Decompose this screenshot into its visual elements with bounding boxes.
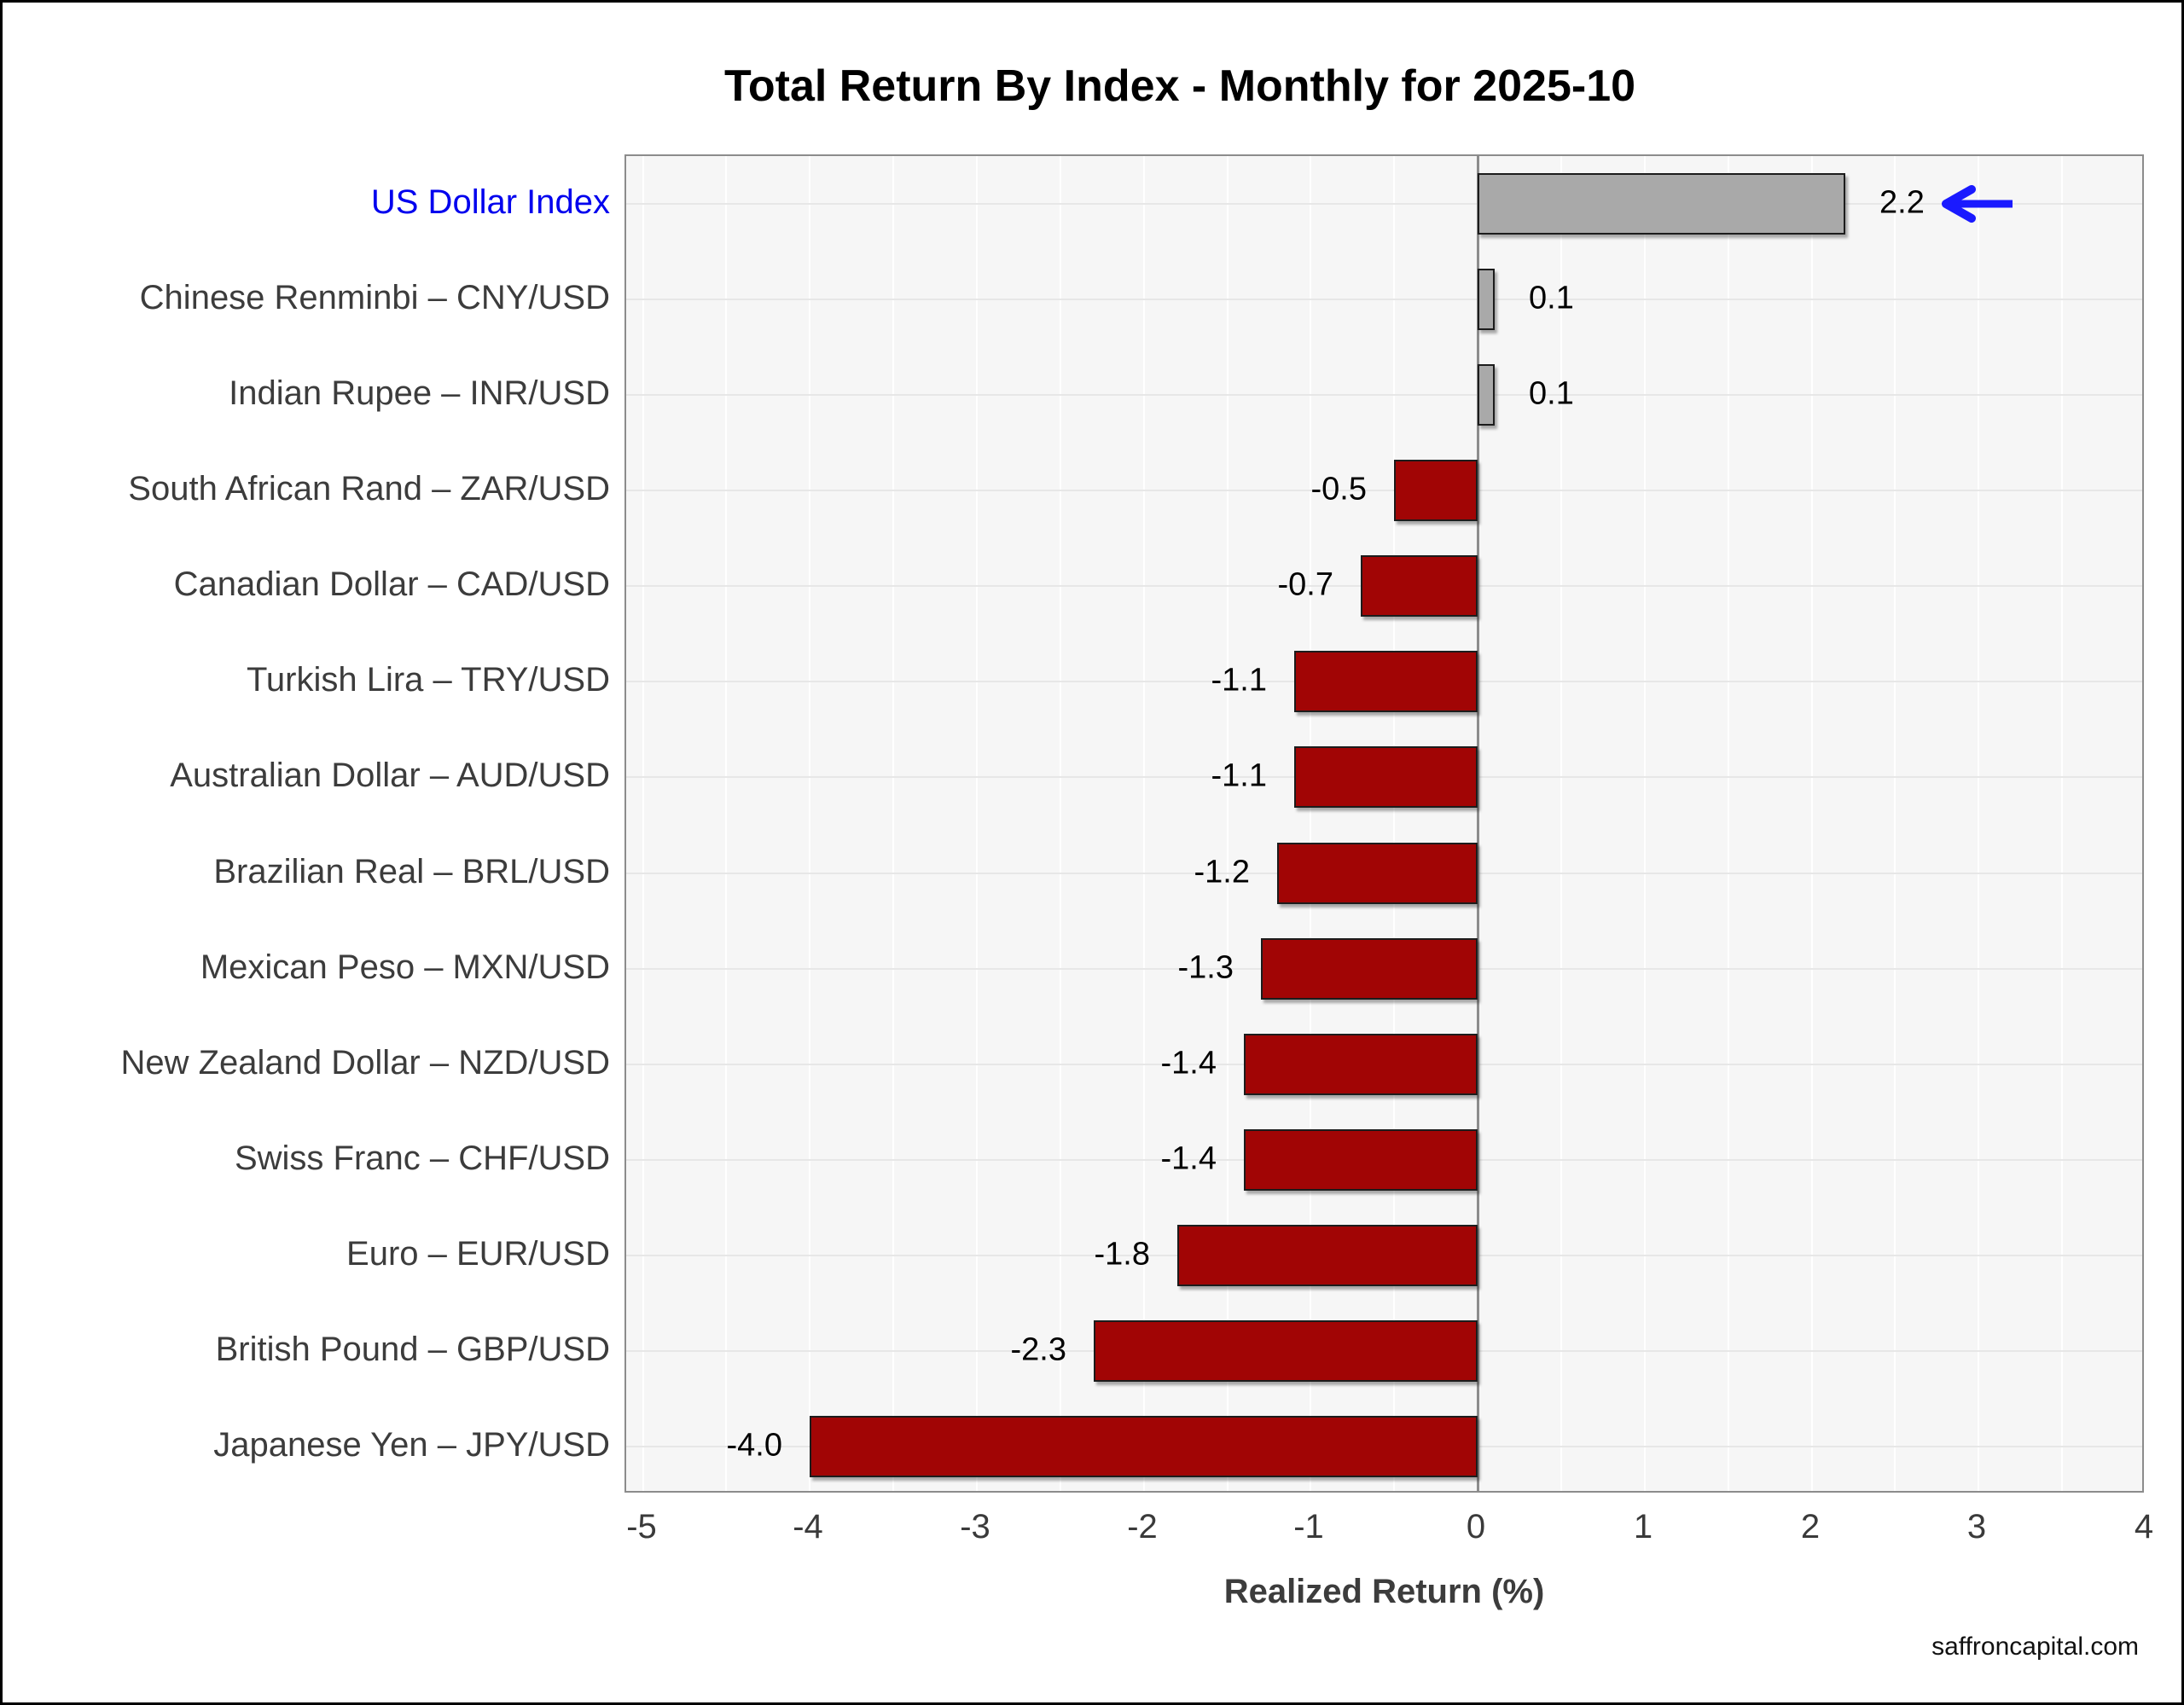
- bar-euro-eur-usd: [1177, 1225, 1478, 1286]
- category-label-japanese-yen-jpy-usd: Japanese Yen – JPY/USD: [213, 1426, 610, 1464]
- gridline-vertical: [1894, 156, 1896, 1491]
- gridline-horizontal: [626, 203, 2142, 205]
- bar-south-african-rand-zar-usd: [1394, 460, 1478, 521]
- category-label-turkish-lira-try-usd: Turkish Lira – TRY/USD: [246, 661, 610, 699]
- category-label-euro-eur-usd: Euro – EUR/USD: [346, 1235, 610, 1273]
- chart-title: Total Return By Index - Monthly for 2025…: [723, 61, 1636, 111]
- footer-watermark: saffroncapital.com: [1931, 1633, 2139, 1661]
- gridline-vertical: [2061, 156, 2063, 1491]
- gridline-horizontal: [626, 490, 2142, 491]
- x-tick--3: -3: [960, 1508, 990, 1546]
- x-tick-2: 2: [1800, 1508, 1821, 1546]
- highlight-arrow-icon: [1937, 185, 2016, 223]
- bar-us-dollar-index: [1478, 173, 1845, 235]
- bar-mexican-peso-mxn-usd: [1261, 938, 1478, 1000]
- gridline-vertical: [1811, 156, 1813, 1491]
- category-label-australian-dollar-aud-usd: Australian Dollar – AUD/USD: [170, 757, 610, 794]
- category-label-british-pound-gbp-usd: British Pound – GBP/USD: [215, 1331, 610, 1368]
- gridline-vertical: [809, 156, 810, 1491]
- x-tick--1: -1: [1293, 1508, 1324, 1546]
- gridline-vertical: [1143, 156, 1145, 1491]
- gridline-vertical: [1644, 156, 1646, 1491]
- plot-area: 2.2 0.1 0.1 -0.5 -0.7 -1.1 -1.1 -1.2 -1.3 -1.4 -1.…: [624, 154, 2146, 1493]
- gridline-vertical: [1728, 156, 1729, 1491]
- gridline-vertical: [725, 156, 727, 1491]
- gridline-vertical: [1560, 156, 1562, 1491]
- category-label-new-zealand-dollar-nzd-usd: New Zealand Dollar – NZD/USD: [120, 1044, 610, 1082]
- gridline-vertical: [2145, 156, 2146, 1491]
- gridline-vertical: [1060, 156, 1061, 1491]
- category-label-swiss-franc-chf-usd: Swiss Franc – CHF/USD: [234, 1140, 610, 1177]
- bar-indian-rupee-inr-usd: [1478, 364, 1495, 426]
- category-label-canadian-dollar-cad-usd: Canadian Dollar – CAD/USD: [173, 565, 610, 603]
- value-label-new-zealand-dollar-nzd-usd: -1.4: [1160, 1045, 1217, 1082]
- value-label-indian-rupee-inr-usd: 0.1: [1529, 375, 1574, 412]
- bar-new-zealand-dollar-nzd-usd: [1244, 1034, 1478, 1095]
- category-label-indian-rupee-inr-usd: Indian Rupee – INR/USD: [229, 374, 610, 412]
- value-label-euro-eur-usd: -1.8: [1094, 1236, 1150, 1273]
- gridline-horizontal: [626, 299, 2142, 300]
- bar-chinese-renminbi-cny-usd: [1478, 269, 1495, 330]
- x-tick-3: 3: [1966, 1508, 1987, 1546]
- zero-baseline: [1477, 156, 1479, 1491]
- value-label-canadian-dollar-cad-usd: -0.7: [1277, 566, 1333, 603]
- bar-swiss-franc-chf-usd: [1244, 1129, 1478, 1191]
- value-label-australian-dollar-aud-usd: -1.1: [1211, 757, 1267, 794]
- value-label-us-dollar-index: 2.2: [1879, 184, 1925, 221]
- bar-canadian-dollar-cad-usd: [1361, 555, 1478, 617]
- y-axis-category-labels: US Dollar Index Chinese Renminbi – CNY/US…: [3, 154, 610, 1493]
- gridline-vertical: [1978, 156, 1979, 1491]
- gridline-vertical: [642, 156, 644, 1491]
- bar-australian-dollar-aud-usd: [1294, 746, 1478, 808]
- x-tick--2: -2: [1127, 1508, 1158, 1546]
- value-label-brazilian-real-brl-usd: -1.2: [1194, 854, 1250, 890]
- category-label-brazilian-real-brl-usd: Brazilian Real – BRL/USD: [213, 853, 610, 890]
- value-label-japanese-yen-jpy-usd: -4.0: [726, 1427, 782, 1464]
- x-tick--5: -5: [626, 1508, 657, 1546]
- gridline-vertical: [1393, 156, 1395, 1491]
- bar-turkish-lira-try-usd: [1294, 651, 1478, 712]
- category-label-us-dollar-index: US Dollar Index: [370, 183, 610, 221]
- bar-japanese-yen-jpy-usd: [810, 1416, 1478, 1477]
- category-label-chinese-renminbi-cny-usd: Chinese Renminbi – CNY/USD: [139, 279, 610, 316]
- gridline-horizontal: [626, 394, 2142, 396]
- category-label-mexican-peso-mxn-usd: Mexican Peso – MXN/USD: [200, 948, 610, 986]
- gridline-vertical: [1227, 156, 1228, 1491]
- value-label-turkish-lira-try-usd: -1.1: [1211, 662, 1267, 699]
- value-label-chinese-renminbi-cny-usd: 0.1: [1529, 280, 1574, 316]
- x-tick-4: 4: [2134, 1508, 2154, 1546]
- x-tick--4: -4: [793, 1508, 823, 1546]
- bar-british-pound-gbp-usd: [1094, 1320, 1478, 1382]
- gridline-vertical: [976, 156, 978, 1491]
- bar-brazilian-real-brl-usd: [1277, 843, 1478, 904]
- gridline-vertical: [1310, 156, 1311, 1491]
- value-label-british-pound-gbp-usd: -2.3: [1010, 1331, 1066, 1368]
- x-axis-label: Realized Return (%): [1223, 1573, 1545, 1610]
- value-label-south-african-rand-zar-usd: -0.5: [1310, 471, 1367, 507]
- value-label-mexican-peso-mxn-usd: -1.3: [1177, 949, 1234, 986]
- category-label-south-african-rand-zar-usd: South African Rand – ZAR/USD: [128, 470, 610, 507]
- gridline-vertical: [892, 156, 894, 1491]
- x-tick-1: 1: [1633, 1508, 1653, 1546]
- value-label-swiss-franc-chf-usd: -1.4: [1160, 1140, 1217, 1177]
- x-tick-0: 0: [1466, 1508, 1486, 1546]
